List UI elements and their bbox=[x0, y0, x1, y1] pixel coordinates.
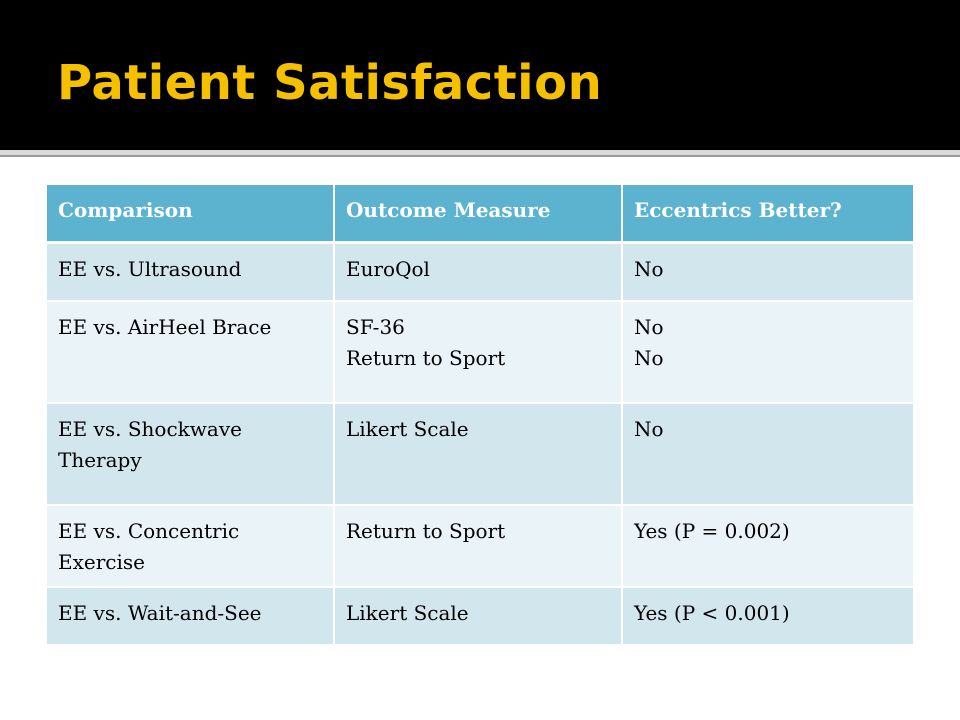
outcome-text: Return to Sport bbox=[346, 346, 506, 370]
comparison-cell: EE vs. Ultrasound bbox=[47, 242, 335, 302]
table-row: EE vs. AirHeel Brace SF-36 Return to Spo… bbox=[47, 301, 913, 404]
header-comparison: Comparison bbox=[47, 185, 335, 244]
title-divider bbox=[0, 150, 960, 155]
outcome-cell: Return to Sport bbox=[334, 505, 623, 588]
better-text: No bbox=[634, 346, 664, 370]
better-cell: No bbox=[622, 242, 913, 302]
comparison-cell: EE vs. Shockwave Therapy bbox=[47, 403, 335, 506]
outcome-text: Likert Scale bbox=[346, 417, 469, 441]
better-cell: No bbox=[622, 403, 913, 506]
better-text: Yes (P < 0.001) bbox=[634, 601, 790, 625]
better-text: No bbox=[634, 315, 664, 339]
comparison-text: EE vs. Shockwave bbox=[58, 417, 242, 441]
comparison-text: EE vs. Ultrasound bbox=[58, 257, 242, 281]
better-text: No bbox=[634, 257, 664, 281]
outcome-cell: Likert Scale bbox=[334, 587, 623, 646]
better-text: No bbox=[634, 417, 664, 441]
comparison-text: EE vs. AirHeel Brace bbox=[58, 315, 272, 339]
table-row: EE vs. Ultrasound EuroQol No bbox=[47, 242, 913, 302]
comparison-text: EE vs. Concentric bbox=[58, 519, 240, 543]
comparison-cell: EE vs. Wait-and-See bbox=[47, 587, 335, 646]
header-outcome-measure: Outcome Measure bbox=[334, 185, 623, 244]
outcome-text: SF-36 bbox=[346, 315, 405, 339]
comparison-text: Therapy bbox=[58, 448, 142, 472]
table-row: EE vs. Concentric Exercise Return to Spo… bbox=[47, 505, 913, 588]
title-divider-shadow bbox=[0, 155, 960, 157]
title-bar bbox=[0, 0, 960, 150]
table-header-row: Comparison Outcome Measure Eccentrics Be… bbox=[47, 185, 913, 244]
comparison-text: EE vs. Wait-and-See bbox=[58, 601, 262, 625]
outcome-cell: SF-36 Return to Sport bbox=[334, 301, 623, 404]
table-row: EE vs. Shockwave Therapy Likert Scale No bbox=[47, 403, 913, 506]
comparison-cell: EE vs. AirHeel Brace bbox=[47, 301, 335, 404]
outcome-cell: EuroQol bbox=[334, 242, 623, 302]
comparison-cell: EE vs. Concentric Exercise bbox=[47, 505, 335, 588]
comparison-text: Exercise bbox=[58, 550, 145, 574]
comparison-table: Comparison Outcome Measure Eccentrics Be… bbox=[47, 185, 913, 646]
header-eccentrics-better: Eccentrics Better? bbox=[622, 185, 913, 244]
better-text: Yes (P = 0.002) bbox=[634, 519, 790, 543]
outcome-cell: Likert Scale bbox=[334, 403, 623, 506]
outcome-text: Likert Scale bbox=[346, 601, 469, 625]
better-cell: No No bbox=[622, 301, 913, 404]
comparison-table-container: Comparison Outcome Measure Eccentrics Be… bbox=[47, 185, 913, 646]
better-cell: Yes (P < 0.001) bbox=[622, 587, 913, 646]
better-cell: Yes (P = 0.002) bbox=[622, 505, 913, 588]
table-row: EE vs. Wait-and-See Likert Scale Yes (P … bbox=[47, 587, 913, 646]
page-title: Patient Satisfaction bbox=[57, 55, 603, 111]
outcome-text: EuroQol bbox=[346, 257, 430, 281]
outcome-text: Return to Sport bbox=[346, 519, 506, 543]
